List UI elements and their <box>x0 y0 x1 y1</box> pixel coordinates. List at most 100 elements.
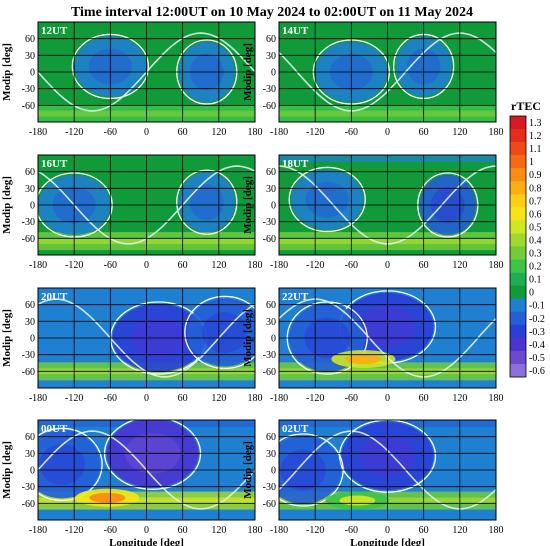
x-tick-label: 60 <box>178 260 188 271</box>
colorbar-segment <box>510 324 526 339</box>
colorbar-segment <box>510 142 526 156</box>
colorbar-segment <box>510 168 526 182</box>
x-tick-label: 0 <box>385 393 390 404</box>
x-tick-label: 120 <box>452 260 467 271</box>
y-tick-label: 30 <box>25 184 35 195</box>
x-tick-label: -60 <box>104 393 117 404</box>
panel-field <box>38 155 255 255</box>
x-tick-label: 180 <box>489 260 504 271</box>
y-tick-label: -30 <box>22 350 35 361</box>
x-tick-label: 60 <box>419 525 429 536</box>
colorbar-segment <box>510 155 526 169</box>
x-tick-label: 0 <box>144 525 149 536</box>
y-tick-label: 0 <box>30 68 35 79</box>
colorbar-tick-label: 0.8 <box>529 183 542 194</box>
zero-contour <box>288 166 366 233</box>
x-tick-label: -60 <box>345 127 358 138</box>
panel-18UT: 18UT 60 30 0 -30 -60 -180 -120 -60 0 60 120 180 Modip… <box>242 154 504 271</box>
x-tick-label: -60 <box>345 393 358 404</box>
colorbar-segment <box>510 363 526 378</box>
x-tick-label: -180 <box>270 260 288 271</box>
y-tick-label: -60 <box>263 101 276 112</box>
x-tick-label: -180 <box>29 525 47 536</box>
y-axis-label: Modip [deg] <box>1 441 13 499</box>
colorbar: rTEC 1.3 1.2 1.1 1 0.9 0.8 0.7 0.6 0.5 0.4 0.3 0.2 0… <box>509 99 545 378</box>
colorbar-tick-label: 0.2 <box>529 262 542 273</box>
negative-core <box>202 312 248 353</box>
y-tick-label: -30 <box>263 84 276 95</box>
panel-label: 20UT <box>41 291 68 303</box>
y-tick-label: 60 <box>25 34 35 45</box>
colorbar-segment <box>510 259 526 273</box>
x-tick-label: 60 <box>178 127 188 138</box>
y-axis-label: Modip [deg] <box>1 43 13 101</box>
panel-22UT: 22UT 60 30 0 -30 -60 -180 -120 -60 0 60 120 180 Modip… <box>242 287 504 404</box>
colorbar-tick-label: -0.6 <box>529 366 545 377</box>
y-tick-label: 30 <box>266 317 276 328</box>
colorbar-tick-label: 0 <box>529 288 534 299</box>
x-tick-label: 0 <box>385 525 390 536</box>
x-tick-label: 180 <box>489 525 504 536</box>
panel-label: 18UT <box>282 158 309 170</box>
x-tick-label: 180 <box>248 393 263 404</box>
colorbar-tick-label: 0.7 <box>529 196 542 207</box>
panel-label: 16UT <box>41 158 68 170</box>
x-tick-label: -120 <box>306 525 324 536</box>
y-tick-label: 0 <box>271 334 276 345</box>
colorbar-tick-label: 1.1 <box>529 144 542 155</box>
x-tick-label: 120 <box>211 393 226 404</box>
panel-14UT: 14UT 60 30 0 -30 -60 -180 -120 -60 0 60 120 180 Modip… <box>242 21 504 138</box>
zero-contour <box>176 169 238 235</box>
x-axis-label: Longitude [deg] <box>350 537 425 546</box>
y-tick-label: 0 <box>271 201 276 212</box>
colorbar-label: rTEC <box>511 99 541 113</box>
colorbar-segment <box>510 311 526 326</box>
y-tick-label: 30 <box>25 449 35 460</box>
colorbar-tick-label: -0.5 <box>529 353 545 364</box>
y-tick-label: 30 <box>266 449 276 460</box>
x-tick-label: -120 <box>65 393 83 404</box>
x-tick-label: -60 <box>345 260 358 271</box>
x-tick-label: 60 <box>178 525 188 536</box>
x-tick-label: 180 <box>248 525 263 536</box>
y-tick-label: 60 <box>266 34 276 45</box>
colorbar-tick-label: 0.5 <box>529 222 542 233</box>
y-axis-label: Modip [deg] <box>1 176 13 234</box>
x-tick-label: 60 <box>419 260 429 271</box>
panel-00UT: 00UT 60 30 0 -30 -60 -180 -120 -60 0 60 120 180 Modip… <box>1 419 263 546</box>
x-tick-label: 0 <box>144 393 149 404</box>
figure-title: Time interval 12:00UT on 10 May 2024 to … <box>71 5 473 20</box>
x-tick-label: 0 <box>144 260 149 271</box>
colorbar-segment <box>510 181 526 195</box>
colorbar-segment <box>510 220 526 234</box>
panel-label: 12UT <box>41 25 68 37</box>
x-tick-label: 180 <box>248 127 263 138</box>
y-tick-label: -30 <box>263 217 276 228</box>
x-tick-label: -120 <box>306 260 324 271</box>
enhancement-core <box>89 492 126 503</box>
x-tick-label: -60 <box>104 127 117 138</box>
panel-20UT: 20UT 60 30 0 -30 -60 -180 -120 -60 0 60 120 180 Modip… <box>1 287 263 404</box>
panel-frame <box>278 154 497 256</box>
y-tick-label: -60 <box>22 234 35 245</box>
y-axis-label: Modip [deg] <box>242 309 254 367</box>
x-tick-label: 120 <box>211 127 226 138</box>
x-axis-label: Longitude [deg] <box>109 537 184 546</box>
x-tick-label: -180 <box>270 393 288 404</box>
x-tick-label: -180 <box>29 393 47 404</box>
y-tick-label: 60 <box>25 432 35 443</box>
colorbar-segment <box>510 194 526 208</box>
y-tick-label: 60 <box>25 300 35 311</box>
y-tick-label: 0 <box>30 334 35 345</box>
x-tick-label: -180 <box>29 260 47 271</box>
x-tick-label: 120 <box>211 260 226 271</box>
colorbar-tick-label: 1 <box>529 157 534 168</box>
panel-label: 00UT <box>41 423 68 435</box>
x-tick-label: -60 <box>104 260 117 271</box>
y-tick-label: -30 <box>263 482 276 493</box>
colorbar-tick-label: -0.3 <box>529 327 545 338</box>
x-tick-label: -180 <box>29 127 47 138</box>
x-tick-label: 180 <box>489 127 504 138</box>
y-tick-label: 60 <box>266 167 276 178</box>
